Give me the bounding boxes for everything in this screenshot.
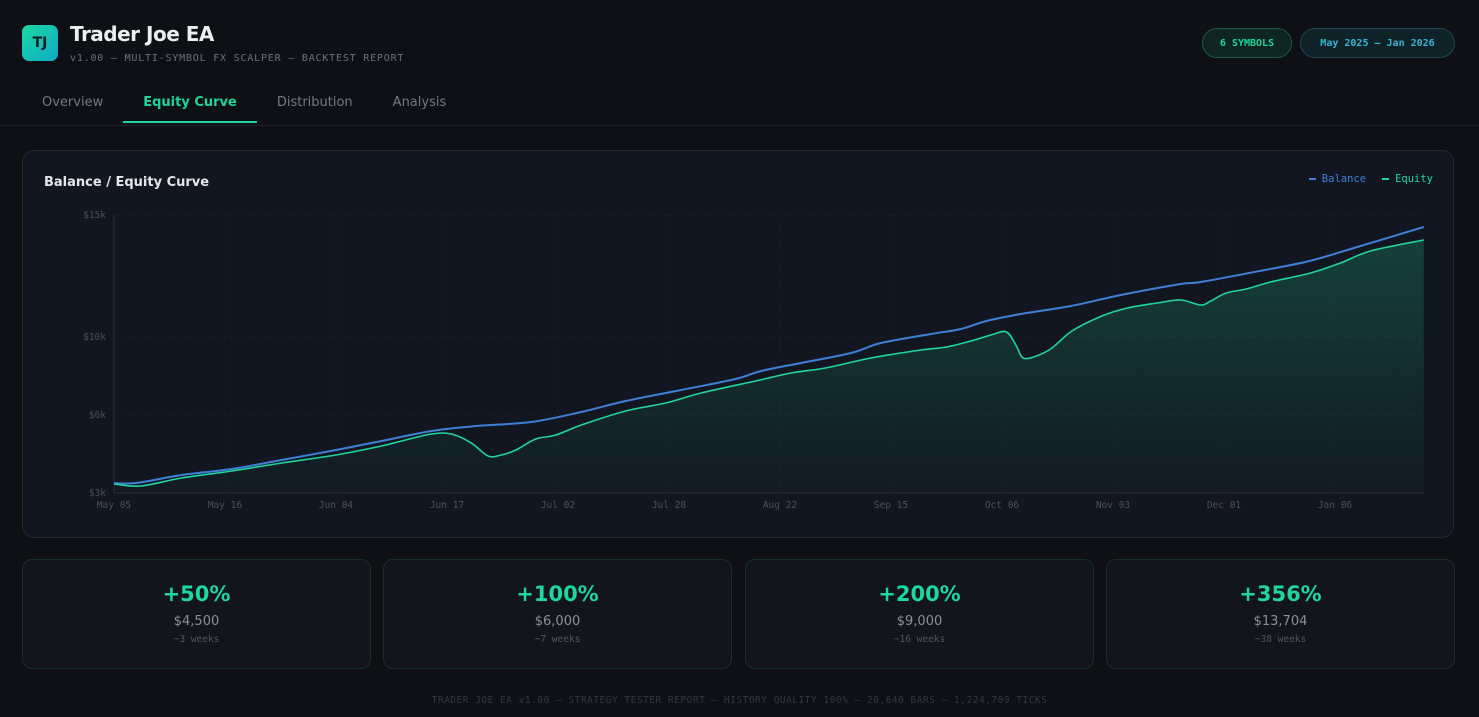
milestone-pct: +200% [878, 582, 961, 606]
x-tick-label: Sep 15 [874, 500, 908, 511]
x-tick-label: Jun 17 [430, 500, 464, 511]
divider [0, 125, 1479, 126]
x-tick-label: Jun 04 [319, 500, 354, 511]
equity-chart-card: Balance / Equity Curve Balance Equity $3… [22, 150, 1454, 538]
milestone-time: ~16 weeks [893, 634, 946, 645]
balance-line [113, 226, 1425, 485]
x-tick-label: Jan 06 [1318, 500, 1353, 511]
x-tick-label: Oct 06 [985, 500, 1020, 511]
equity-area [114, 240, 1424, 493]
equity-line [113, 239, 1424, 488]
x-tick-label: May 05 [97, 500, 131, 511]
app-subtitle: v1.00 — MULTI-SYMBOL FX SCALPER — BACKTE… [70, 53, 405, 64]
milestone-card: +200% $9,000 ~16 weeks [745, 559, 1094, 669]
milestone-pct: +356% [1239, 582, 1322, 606]
milestone-amount: $6,000 [534, 614, 581, 629]
chart-title: Balance / Equity Curve [44, 175, 210, 190]
equity-chart: $3k $6k $10k $15k May 05 May 16 Jun 04 Jun 17 Ju… [83, 210, 1425, 511]
milestone-amount: $9,000 [896, 614, 943, 629]
legend-balance-label: Balance [1321, 173, 1367, 185]
milestone-card: +100% $6,000 ~7 weeks [383, 559, 732, 669]
tab-equity-curve[interactable]: Equity Curve [123, 86, 257, 123]
footer-text: TRADER JOE EA v1.00 — STRATEGY TESTER RE… [431, 695, 1048, 706]
legend-equity-label: Equity [1395, 173, 1433, 185]
y-tick-label: $6k [89, 410, 106, 421]
tab-overview[interactable]: Overview [42, 95, 104, 110]
milestone-amount: $4,500 [173, 614, 220, 629]
x-tick-label: May 16 [208, 500, 243, 511]
y-tick-label: $10k [83, 332, 106, 343]
milestone-time: ~3 weeks [173, 634, 220, 645]
x-tick-label: Dec 01 [1207, 500, 1242, 511]
milestone-pct: +100% [516, 582, 599, 606]
legend-balance: Balance [1308, 173, 1367, 185]
y-tick-label: $15k [83, 210, 106, 221]
chart-legend: Balance Equity [1308, 173, 1433, 185]
tab-analysis[interactable]: Analysis [392, 95, 447, 110]
symbols-badge: 6 SYMBOLS [1202, 28, 1292, 58]
milestone-card: +356% $13,704 ~38 weeks [1106, 559, 1455, 669]
milestone-amount: $13,704 [1253, 614, 1308, 629]
milestone-pct: +50% [162, 582, 231, 606]
milestone-time: ~38 weeks [1254, 634, 1307, 645]
app-title: Trader Joe EA [70, 22, 214, 46]
milestone-time: ~7 weeks [534, 634, 581, 645]
tab-bar: Overview Equity Curve Distribution Analy… [22, 86, 466, 123]
x-tick-label: Nov 03 [1096, 500, 1130, 511]
x-tick-label: Jul 02 [541, 500, 575, 511]
x-tick-label: Aug 22 [763, 500, 797, 511]
milestone-card: +50% $4,500 ~3 weeks [22, 559, 371, 669]
tab-distribution[interactable]: Distribution [276, 95, 353, 110]
app-logo: TJ [22, 25, 58, 61]
x-tick-label: Jul 28 [652, 500, 687, 511]
date-range-badge: May 2025 — Jan 2026 [1300, 28, 1455, 58]
y-tick-label: $3k [89, 488, 106, 499]
legend-equity: Equity [1382, 173, 1433, 185]
